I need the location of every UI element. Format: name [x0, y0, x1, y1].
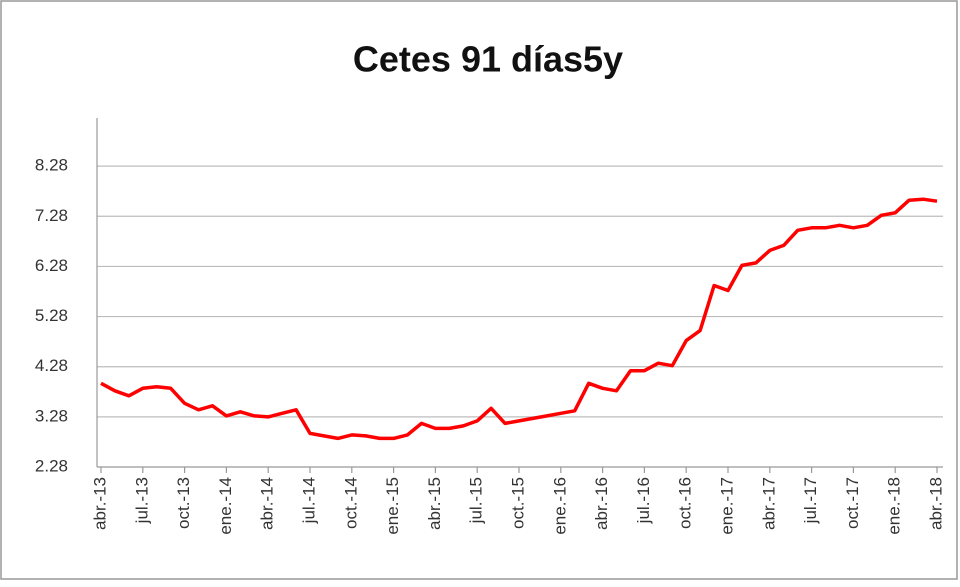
x-tick-label: abr.-14	[258, 477, 277, 530]
x-tick-label: abr.-18	[926, 477, 945, 530]
chart-title: Cetes 91 días5y	[353, 39, 623, 80]
x-tick-label: oct.-14	[341, 477, 360, 529]
x-tick-label: oct.-15	[508, 477, 527, 529]
x-tick-label: jul.-14	[299, 477, 318, 524]
x-tick-label: abr.-16	[592, 477, 611, 530]
x-tick-label: abr.-17	[759, 477, 778, 530]
x-tick-label: abr.-13	[90, 477, 109, 530]
data-line	[100, 197, 938, 441]
x-tick-label: oct.-13	[174, 477, 193, 529]
x-tick-label: jul.-17	[801, 477, 820, 524]
y-tick-label: 2.28	[35, 456, 68, 475]
x-tick-label: ene.-15	[383, 477, 402, 535]
x-tick-label: ene.-14	[216, 477, 235, 535]
x-tick-label: oct.-16	[676, 477, 695, 529]
y-tick-label: 5.28	[35, 306, 68, 325]
y-tick-label: 4.28	[35, 356, 68, 375]
x-tick-label: ene.-16	[550, 477, 569, 535]
y-tick-label: 7.28	[35, 206, 68, 225]
x-tick-label: oct.-17	[843, 477, 862, 529]
x-tick-label: abr.-15	[425, 477, 444, 530]
x-tick-label: jul.-15	[467, 477, 486, 524]
x-tick-label: ene.-17	[717, 477, 736, 535]
x-tick-label: ene.-18	[885, 477, 904, 535]
x-tick-label: jul.-13	[132, 477, 151, 524]
y-tick-label: 8.28	[35, 156, 68, 175]
y-tick-label: 6.28	[35, 256, 68, 275]
y-tick-label: 3.28	[35, 406, 68, 425]
x-tick-label: jul.-16	[634, 477, 653, 524]
